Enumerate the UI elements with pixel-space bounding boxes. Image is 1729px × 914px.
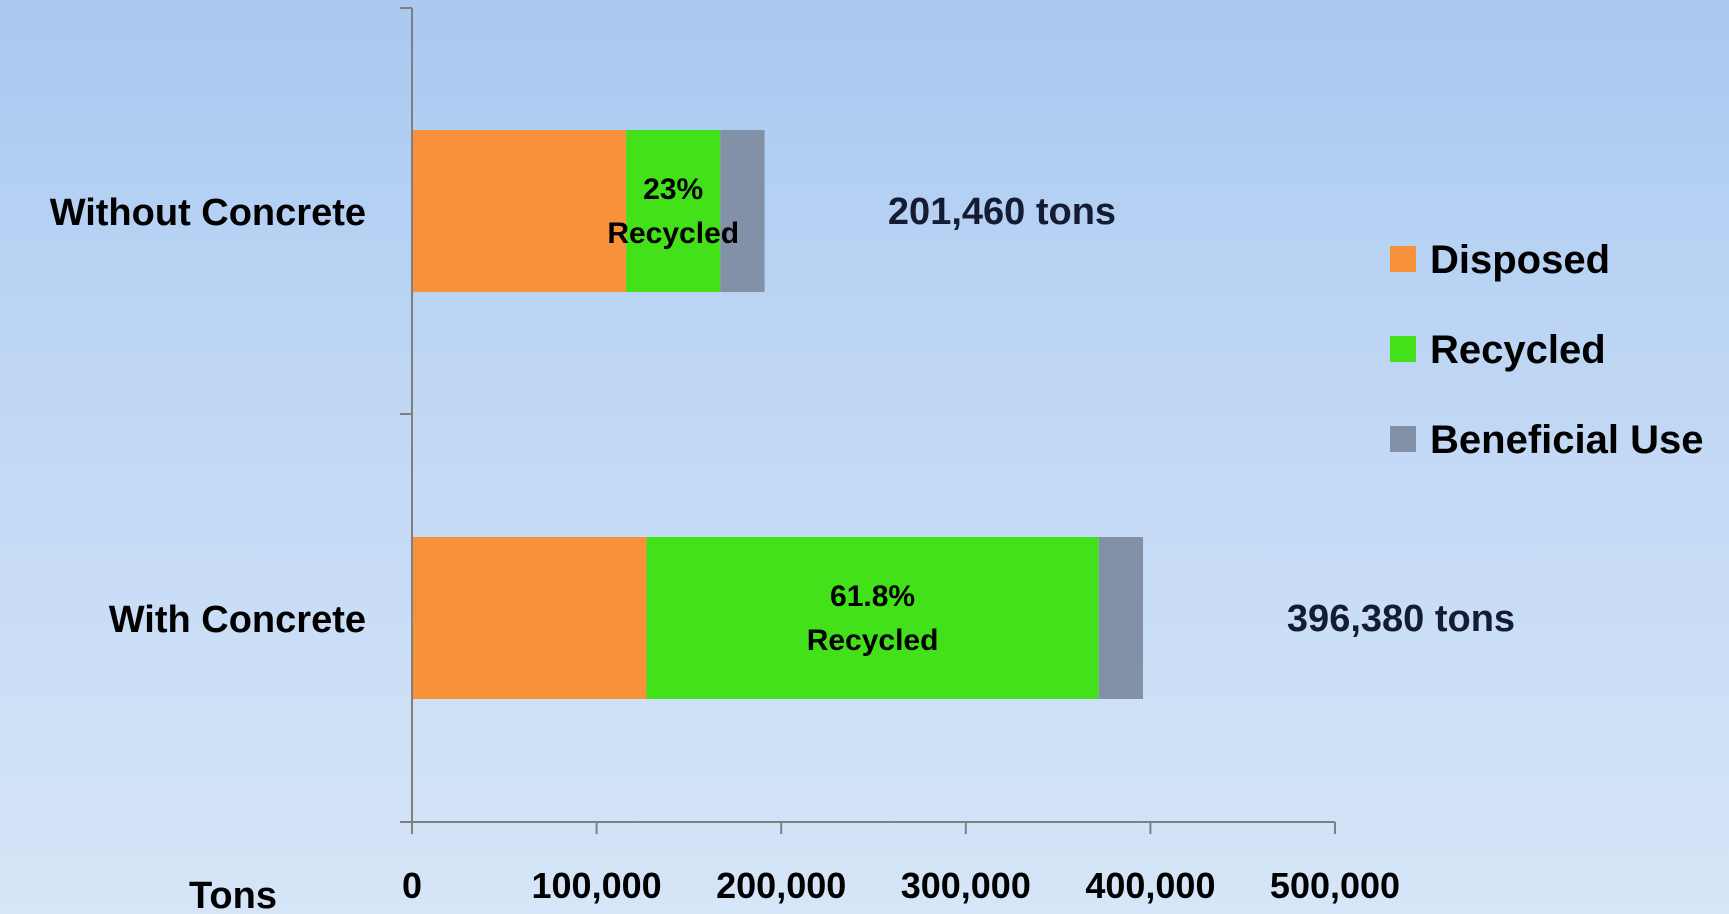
legend-label-beneficial-use: Beneficial Use <box>1430 418 1703 462</box>
category-label: With Concrete <box>109 599 366 641</box>
segment-recycled-label: Recycled <box>607 217 739 250</box>
segment-percent-label: 23% <box>643 173 703 206</box>
x-tick-label: 100,000 <box>532 865 662 906</box>
x-tick-label: 0 <box>402 865 422 906</box>
bar-segment-disposed <box>412 537 647 699</box>
category-label: Without Concrete <box>50 192 366 234</box>
bar-segment-beneficial-use <box>1098 537 1144 699</box>
legend-label-recycled: Recycled <box>1430 328 1606 372</box>
bar-segment-recycled <box>626 130 721 292</box>
x-tick-label: 200,000 <box>716 865 846 906</box>
bar-segment-disposed <box>412 130 627 292</box>
bar-segment-beneficial-use <box>720 130 765 292</box>
legend-swatch-disposed <box>1390 246 1416 272</box>
segment-recycled-label: Recycled <box>807 624 939 657</box>
x-tick-label: 500,000 <box>1270 865 1400 906</box>
legend-swatch-beneficial-use <box>1390 426 1416 452</box>
x-tick-label: 400,000 <box>1085 865 1215 906</box>
x-tick-label: 300,000 <box>901 865 1031 906</box>
total-label: 201,460 tons <box>888 191 1116 233</box>
legend-swatch-recycled <box>1390 336 1416 362</box>
x-axis-title: Tons <box>189 875 277 914</box>
total-label: 396,380 tons <box>1287 598 1515 640</box>
bar-segment-recycled <box>646 537 1099 699</box>
legend-label-disposed: Disposed <box>1430 238 1610 282</box>
segment-percent-label: 61.8% <box>830 580 915 613</box>
